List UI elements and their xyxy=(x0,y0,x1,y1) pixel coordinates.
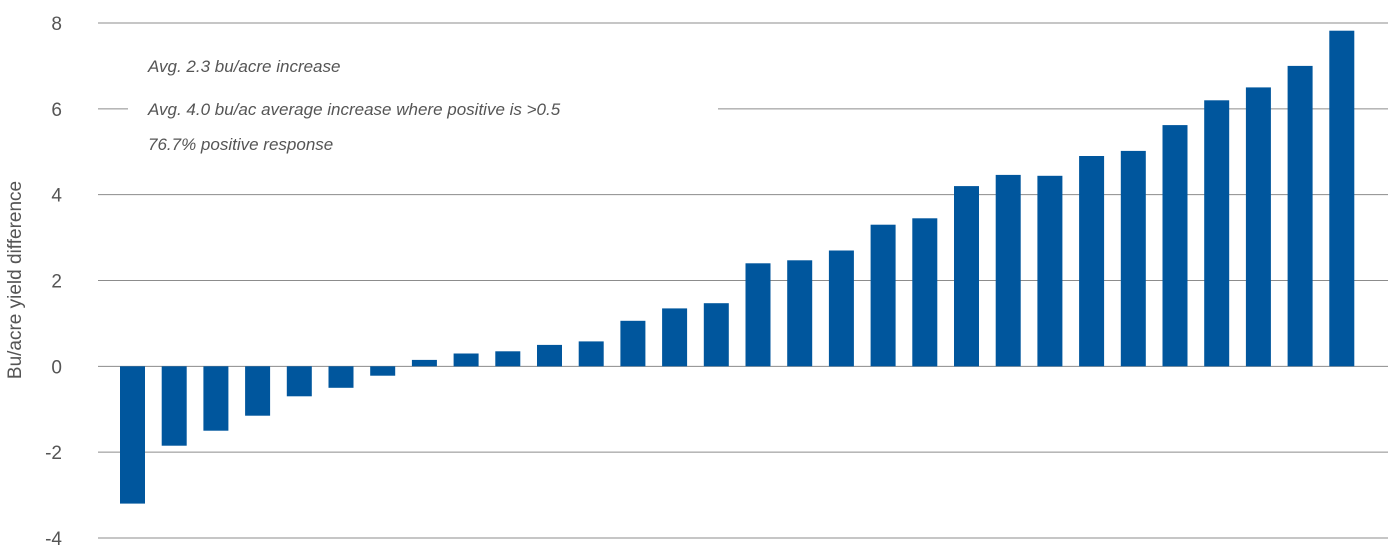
bar xyxy=(120,366,145,504)
y-tick-label: 8 xyxy=(51,14,62,35)
bar xyxy=(912,218,938,367)
bar xyxy=(1245,87,1271,367)
bar xyxy=(828,250,854,367)
bar xyxy=(620,320,646,367)
bar xyxy=(995,174,1021,367)
annotation-positive-response: 76.7% positive response xyxy=(148,135,333,154)
bar xyxy=(245,366,271,416)
bar xyxy=(203,366,229,431)
bar xyxy=(1329,30,1355,367)
bar xyxy=(662,308,688,367)
bar xyxy=(703,303,729,367)
y-tick-label: 2 xyxy=(51,272,62,293)
bar xyxy=(370,366,396,376)
bar xyxy=(745,263,771,367)
y-axis-label: Bu/acre yield difference xyxy=(5,181,26,379)
y-tick-label: -2 xyxy=(45,443,62,464)
bars xyxy=(120,30,1355,504)
bar xyxy=(161,366,187,446)
bar xyxy=(870,224,896,367)
annotation-avg-positive: Avg. 4.0 bu/ac average increase where po… xyxy=(147,100,561,119)
bar xyxy=(1120,150,1146,367)
y-tick-labels: -4 -2 0 2 4 6 8 xyxy=(45,14,62,546)
bar xyxy=(1204,100,1230,367)
annotation-avg-increase: Avg. 2.3 bu/acre increase xyxy=(147,57,340,76)
bar xyxy=(1079,156,1105,367)
bar xyxy=(954,186,979,367)
bar xyxy=(1287,65,1313,367)
gridlines xyxy=(98,22,1388,539)
bar xyxy=(411,359,437,367)
bar xyxy=(286,366,312,397)
bar xyxy=(787,260,813,367)
y-tick-label: 4 xyxy=(51,186,62,207)
bar xyxy=(495,351,521,367)
annotations: Avg. 2.3 bu/acre increase Avg. 4.0 bu/ac… xyxy=(147,57,561,154)
bar xyxy=(1037,175,1063,367)
bar xyxy=(1162,125,1188,367)
y-tick-label: -4 xyxy=(45,529,62,546)
bar xyxy=(578,341,604,367)
bar xyxy=(453,353,479,367)
bar xyxy=(328,366,354,388)
y-tick-label: 6 xyxy=(51,100,62,121)
y-tick-label: 0 xyxy=(51,357,62,378)
bar xyxy=(537,344,562,367)
